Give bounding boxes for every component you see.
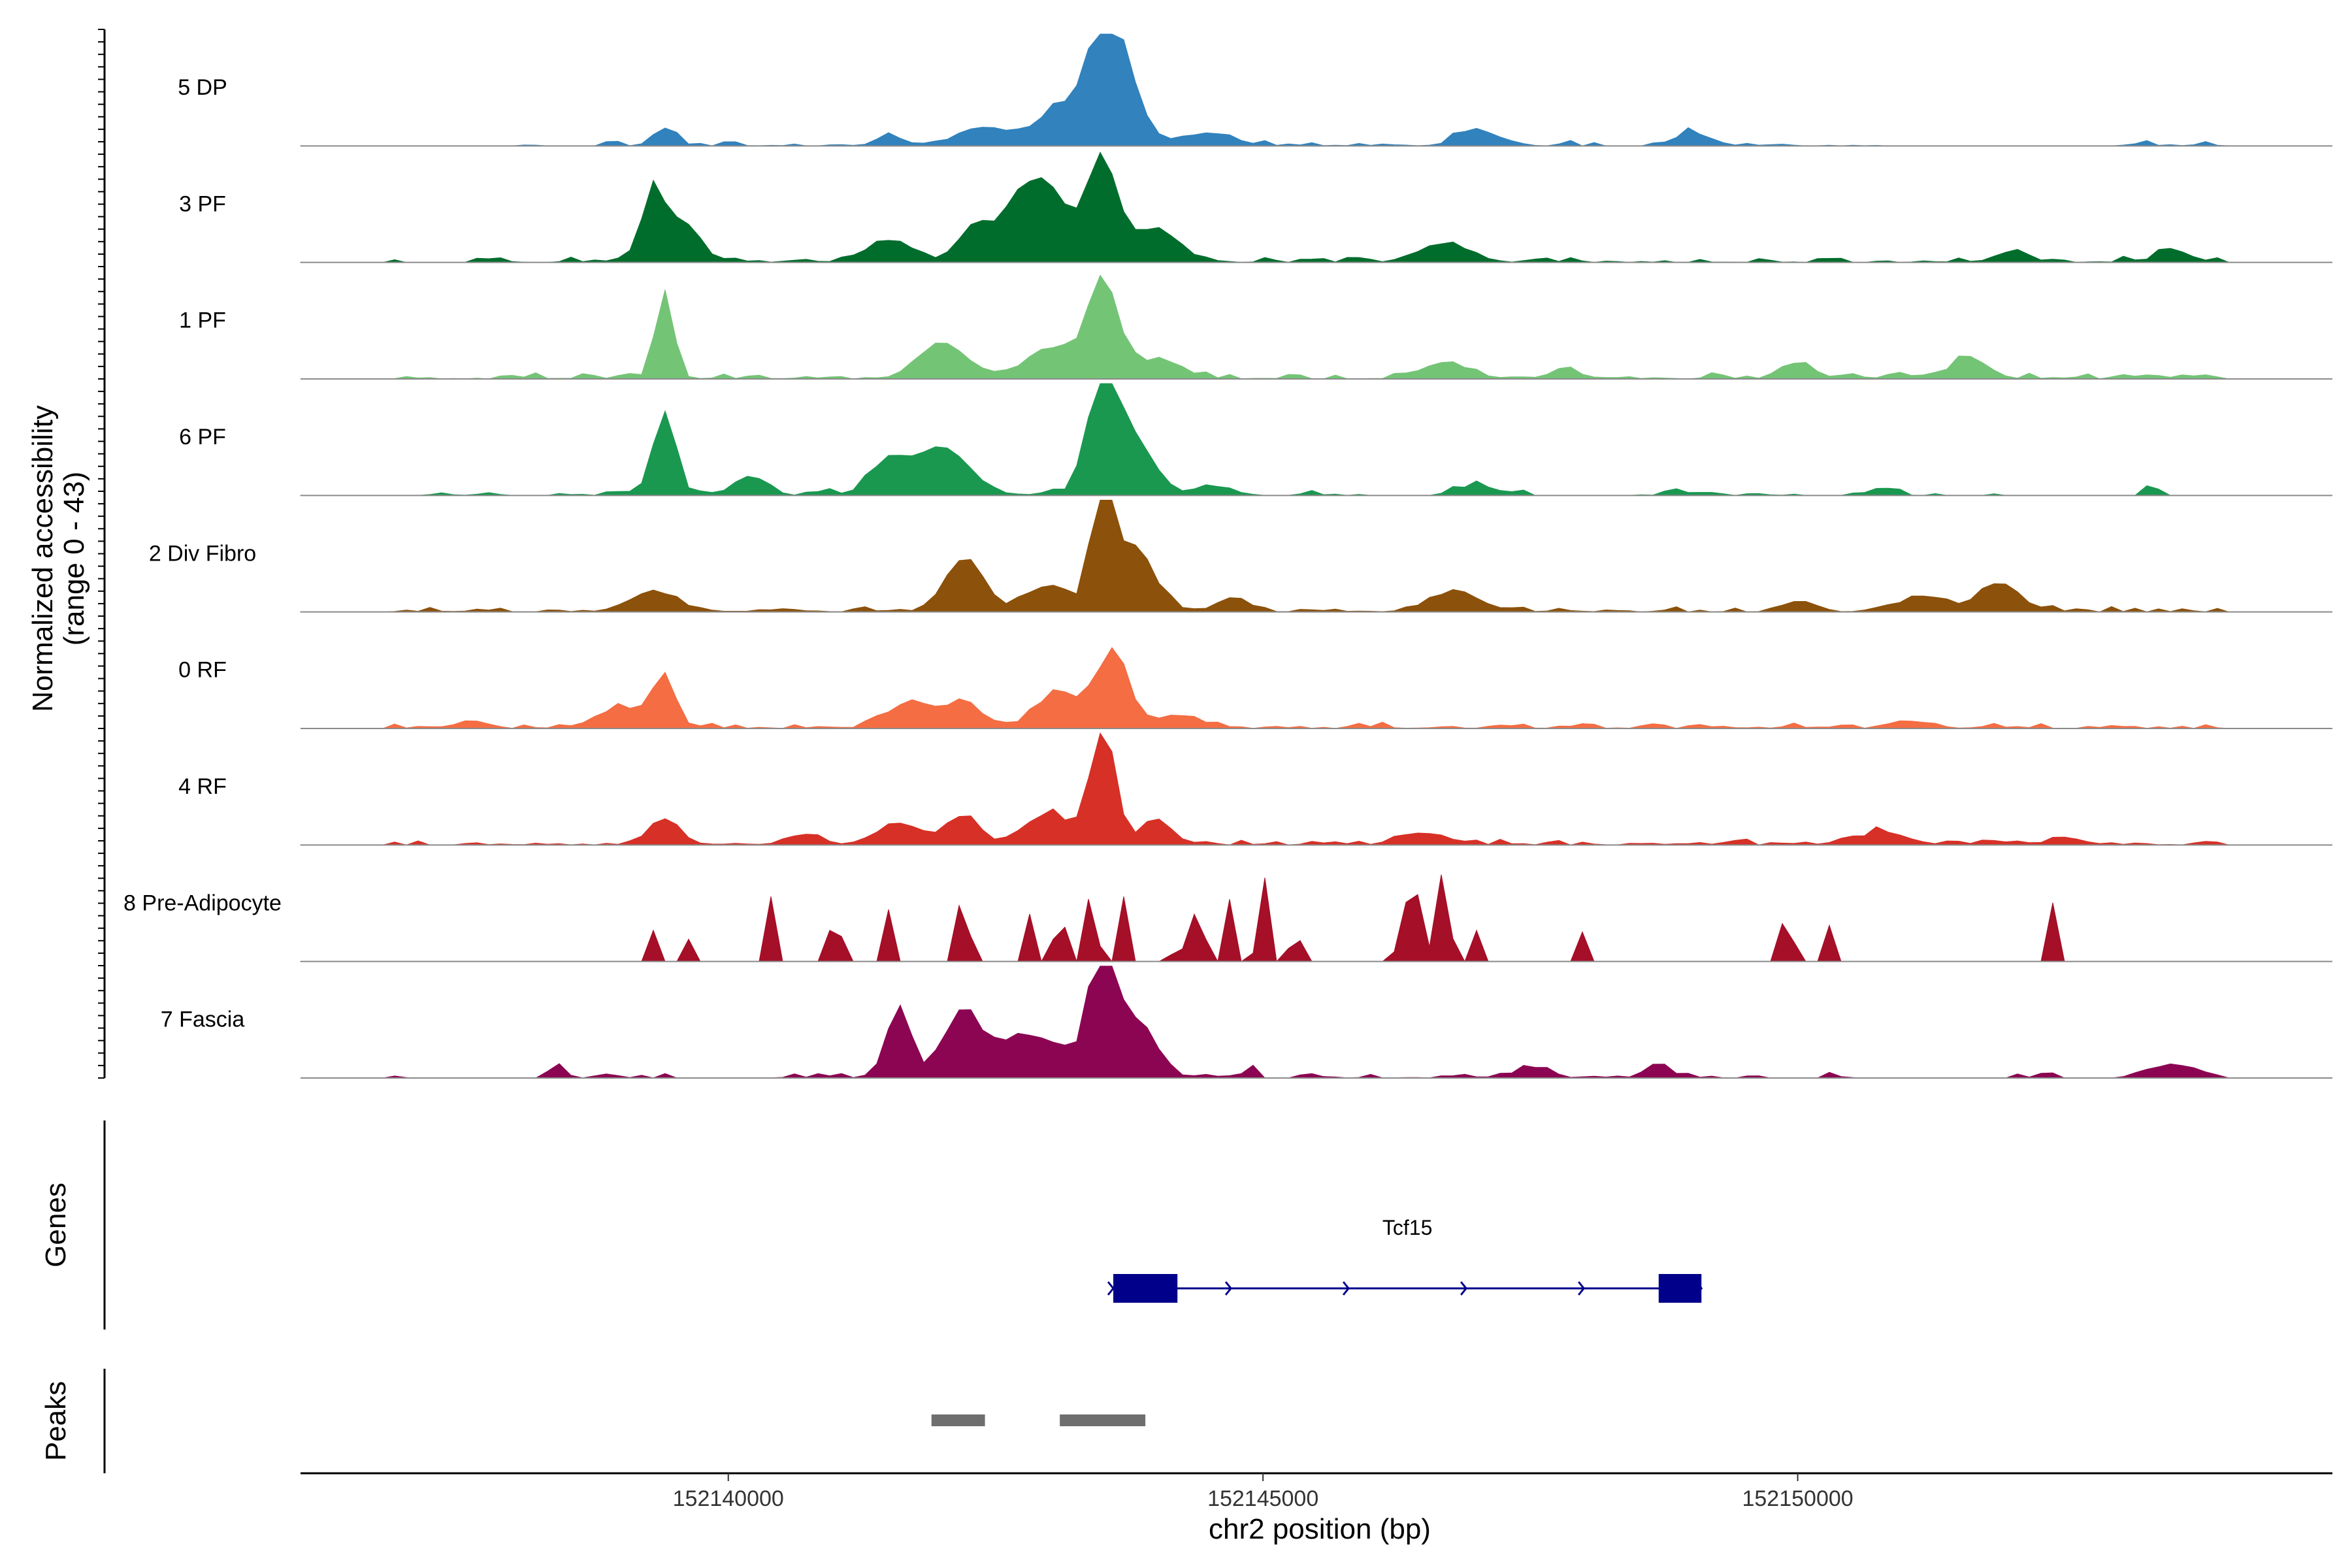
track-8-pre-adipocyte: 8 Pre-Adipocyte xyxy=(123,874,2333,963)
x-axis-title: chr2 position (bp) xyxy=(1209,1513,1431,1545)
coverage-area xyxy=(300,874,2333,963)
track-5-dp: 5 DP xyxy=(178,33,2333,147)
x-tick-label: 152145000 xyxy=(1207,1486,1318,1511)
track-label: 6 PF xyxy=(179,425,226,449)
peak-panel xyxy=(931,1414,1146,1426)
gene-exon xyxy=(1658,1274,1702,1303)
coverage-area xyxy=(300,500,2333,613)
track-label: 5 DP xyxy=(178,75,227,100)
gene-tcf15: Tcf15 xyxy=(1107,1216,1703,1303)
track-2-div-fibro: 2 Div Fibro xyxy=(149,500,2333,613)
strand-arrow xyxy=(1578,1281,1586,1296)
track-label: 0 RF xyxy=(178,658,227,683)
coverage-tracks: 5 DP 3 PF 1 PF 6 PF 2 Div Fibro 0 RF 4 RF 8 Pre… xyxy=(123,33,2333,1079)
coverage-area xyxy=(301,647,2332,729)
track-3-pf: 3 PF xyxy=(179,151,2333,263)
coverage-area xyxy=(300,383,2333,496)
strand-arrow xyxy=(1460,1281,1468,1296)
track-label: 4 RF xyxy=(178,774,227,799)
track-1-pf: 1 PF xyxy=(179,274,2332,380)
coverage-area xyxy=(300,151,2333,263)
strand-arrow xyxy=(1107,1281,1115,1296)
genes-panel-title: Genes xyxy=(40,1183,72,1267)
x-tick-label: 152150000 xyxy=(1742,1486,1853,1511)
track-label: 3 PF xyxy=(179,191,226,216)
track-label: 1 PF xyxy=(179,308,226,333)
coverage-area xyxy=(300,732,2333,845)
left-axes xyxy=(98,29,106,1473)
track-label: 2 Div Fibro xyxy=(149,541,256,566)
peak-region xyxy=(931,1414,985,1426)
gene-panel: Tcf15 xyxy=(1107,1216,1703,1303)
track-6-pf: 6 PF xyxy=(179,383,2333,497)
coverage-area xyxy=(300,33,2333,146)
track-7-fascia: 7 Fascia xyxy=(161,966,2332,1079)
strand-arrow xyxy=(1342,1281,1350,1296)
y-axis-title-line2: (range 0 - 43) xyxy=(58,472,90,646)
x-tick-label: 152140000 xyxy=(673,1486,784,1511)
track-4-rf: 4 RF xyxy=(178,732,2333,846)
gene-exon xyxy=(1113,1274,1178,1303)
track-label: 7 Fascia xyxy=(161,1007,245,1032)
peaks-panel-title: Peaks xyxy=(40,1381,72,1461)
peak-region xyxy=(1060,1414,1146,1426)
x-axis: 152140000 152145000 152150000 xyxy=(301,1472,2332,1511)
y-axis-title-line1: Normalized accessibility xyxy=(27,405,59,711)
coverage-area xyxy=(301,966,2332,1079)
coverage-area xyxy=(301,274,2332,380)
gene-label: Tcf15 xyxy=(1382,1216,1432,1239)
strand-arrow xyxy=(1224,1281,1232,1296)
track-0-rf: 0 RF xyxy=(178,647,2332,729)
track-label: 8 Pre-Adipocyte xyxy=(123,890,282,915)
